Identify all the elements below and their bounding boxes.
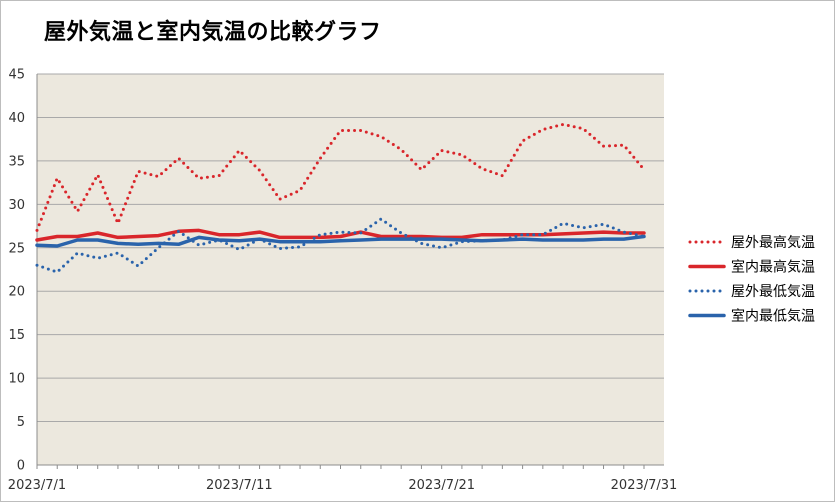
y-tick-label: 35 bbox=[8, 154, 25, 169]
legend-label: 室内最低気温 bbox=[731, 308, 815, 325]
x-axis-ticks: 2023/7/1 2023/7/11 2023/7/21 2023/7/31 bbox=[8, 465, 678, 493]
y-tick-label: 0 bbox=[17, 459, 25, 474]
legend-label: 屋外最高気温 bbox=[731, 234, 815, 251]
y-tick-label: 10 bbox=[8, 372, 25, 387]
series-line-4 bbox=[35, 234, 646, 248]
gridlines bbox=[37, 73, 664, 466]
x-tick-label: 2023/7/1 bbox=[8, 478, 66, 493]
y-tick-label: 20 bbox=[8, 285, 25, 300]
series-line-3 bbox=[35, 217, 646, 274]
y-tick-label: 15 bbox=[8, 328, 25, 343]
axes bbox=[36, 74, 664, 466]
y-tick-label: 25 bbox=[8, 241, 25, 256]
series-line-1 bbox=[35, 122, 646, 232]
legend-label: 屋外最低気温 bbox=[731, 284, 815, 300]
y-tick-label: 40 bbox=[8, 111, 25, 126]
plot-area bbox=[37, 74, 664, 465]
y-axis-ticks: 0 5 10 15 20 25 30 35 40 45 bbox=[8, 68, 25, 474]
y-tick-label: 30 bbox=[8, 198, 25, 213]
x-tick-label: 2023/7/11 bbox=[206, 478, 273, 493]
x-tick-label: 2023/7/21 bbox=[408, 478, 475, 493]
legend-label: 室内最高気温 bbox=[731, 259, 815, 276]
y-tick-label: 45 bbox=[8, 68, 25, 83]
y-tick-label: 5 bbox=[17, 415, 25, 430]
series-line-2 bbox=[35, 228, 646, 242]
series-lines bbox=[35, 122, 646, 274]
x-tick-label: 2023/7/31 bbox=[611, 478, 678, 493]
chart-title: 屋外気温と室内気温の比較グラフ bbox=[44, 20, 382, 45]
